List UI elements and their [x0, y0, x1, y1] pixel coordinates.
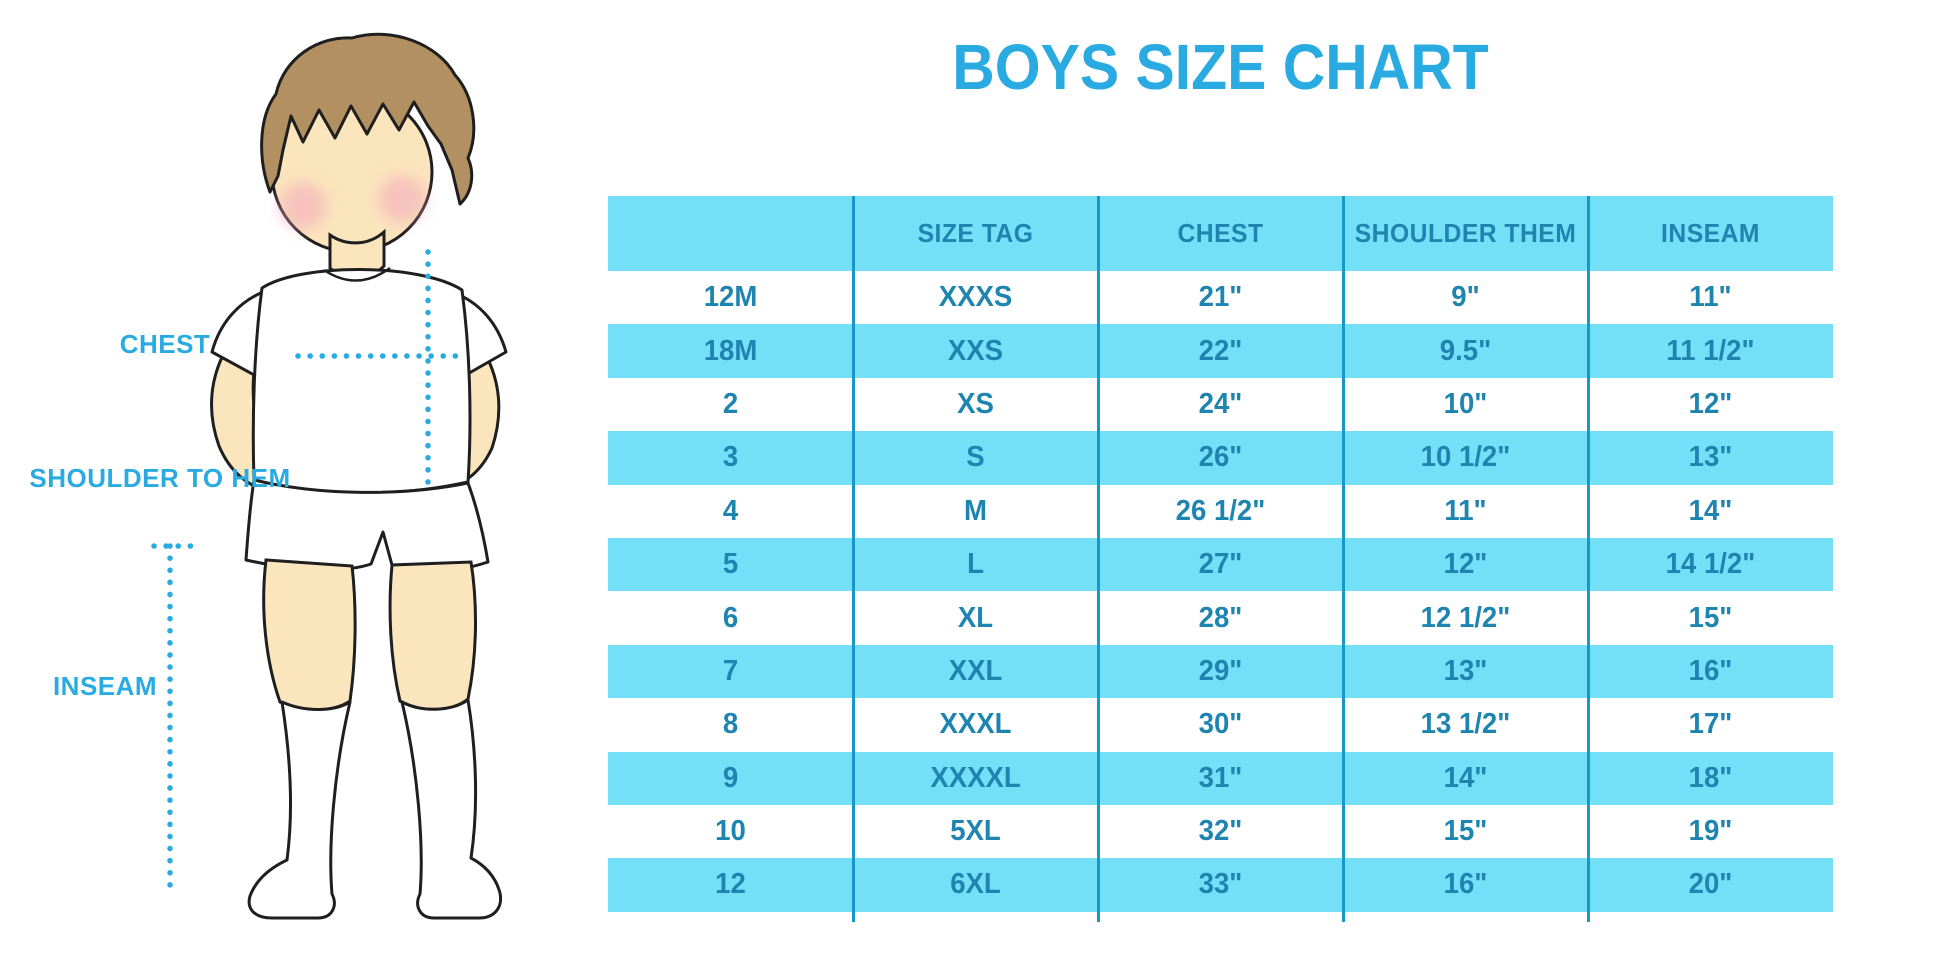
header-cell: SIZE TAG [917, 218, 1034, 248]
page-title: BOYS SIZE CHART [952, 31, 1489, 103]
table-cell: 4 [722, 494, 739, 527]
size-table-body: 12M XXXS 21" 9" 11" 18M XXS 22" 9.5" 11 1/2" 2 XS 24… [608, 271, 1833, 912]
table-cell: XXXXL [930, 761, 1021, 794]
table-row: 9 XXXXL 31" 14" 18" [608, 751, 1833, 805]
table-cell: 14 1/2" [1665, 548, 1756, 581]
table-cell: 32" [1198, 815, 1243, 848]
table-cell: 33" [1198, 868, 1243, 901]
table-row: 6 XL 28" 12 1/2" 15" [608, 591, 1833, 644]
table-cell: 29" [1198, 654, 1243, 687]
table-cell: 15" [1443, 815, 1488, 848]
table-cell: 2 [722, 387, 739, 420]
table-cell: XS [957, 387, 994, 420]
table-cell: 28" [1198, 601, 1243, 634]
table-cell: XXS [947, 334, 1004, 367]
table-cell: 15" [1688, 601, 1733, 634]
table-cell: 18M [703, 334, 758, 367]
cheek-blush [378, 175, 426, 223]
table-cell: 16" [1443, 868, 1488, 901]
table-cell: 9.5" [1439, 334, 1492, 367]
socks [247, 698, 503, 920]
header-cell: SHOULDER THEM [1354, 218, 1577, 248]
table-cell: 13 1/2" [1420, 708, 1511, 741]
table-cell: XXXS [938, 281, 1013, 314]
table-cell: 14" [1688, 494, 1733, 527]
table-cell: 3 [722, 441, 739, 474]
table-cell: 17" [1688, 708, 1733, 741]
table-cell: XL [957, 601, 994, 634]
table-row: 10 5XL 32" 15" 19" [608, 805, 1833, 858]
cheek-blush [279, 182, 327, 230]
table-row: 12 6XL 33" 16" 20" [608, 858, 1833, 912]
table-cell: 12" [1443, 548, 1488, 581]
table-cell: 11" [1689, 281, 1732, 314]
table-cell: 9" [1451, 281, 1480, 314]
table-cell: 11" [1444, 494, 1487, 527]
table-cell: L [967, 548, 984, 581]
column-divider-line [1587, 196, 1590, 922]
table-row: 12M XXXS 21" 9" 11" [608, 271, 1833, 324]
table-cell: 14" [1443, 761, 1488, 794]
table-cell: 24" [1198, 387, 1243, 420]
table-row: 18M XXS 22" 9.5" 11 1/2" [608, 324, 1833, 378]
table-cell: 12" [1688, 387, 1733, 420]
header-cell: INSEAM [1661, 218, 1760, 248]
table-cell: 26" [1198, 441, 1243, 474]
size-table: SIZE TAG CHEST SHOULDER THEM INSEAM 12M XXXS… [608, 196, 1833, 922]
inseam-label: INSEAM [52, 671, 158, 701]
table-cell: 11 1/2" [1666, 334, 1755, 367]
hair [260, 32, 476, 206]
collar-line [323, 266, 391, 282]
table-cell: 12M [703, 281, 758, 314]
legs [262, 558, 477, 712]
table-cell: XXL [948, 654, 1003, 687]
table-cell: 31" [1198, 761, 1243, 794]
column-divider-line [1342, 196, 1345, 922]
table-row: 8 XXXL 30" 13 1/2" 17" [608, 698, 1833, 751]
table-cell: 8 [722, 708, 739, 741]
table-cell: 27" [1198, 548, 1243, 581]
table-cell: 10" [1443, 387, 1488, 420]
table-row: 4 M 26 1/2" 11" 14" [608, 485, 1833, 538]
boy-figure-illustration [151, 32, 508, 920]
table-cell: 18" [1688, 761, 1733, 794]
table-row: 3 S 26" 10 1/2" 13" [608, 431, 1833, 485]
table-cell: 5XL [950, 815, 1001, 848]
table-cell: 22" [1198, 334, 1243, 367]
table-cell: 26 1/2" [1175, 494, 1266, 527]
header-cell: CHEST [1177, 218, 1264, 248]
table-cell: 19" [1688, 815, 1733, 848]
column-divider-line [852, 196, 855, 922]
shoulder-to-hem-label: SHOULDER TO HEM [29, 463, 291, 493]
chest-label: CHEST [119, 329, 211, 359]
table-cell: 6XL [950, 868, 1001, 901]
table-cell: 30" [1198, 708, 1243, 741]
table-cell: 13" [1443, 654, 1488, 687]
table-cell: 20" [1688, 868, 1733, 901]
table-row: 5 L 27" 12" 14 1/2" [608, 537, 1833, 592]
table-cell: 12 [715, 868, 746, 901]
table-header-row: SIZE TAG CHEST SHOULDER THEM INSEAM [608, 196, 1833, 271]
table-cell: 6 [722, 601, 739, 634]
table-cell: 13" [1688, 441, 1733, 474]
table-row: 2 XS 24" 10" 12" [608, 378, 1833, 431]
table-cell: 10 [715, 815, 746, 848]
table-cell: 9 [722, 761, 739, 794]
t-shirt [210, 266, 508, 495]
table-cell: 7 [722, 654, 739, 687]
table-cell: 12 1/2" [1420, 601, 1511, 634]
face [270, 90, 434, 254]
table-cell: M [964, 494, 987, 527]
column-divider-line [1097, 196, 1100, 922]
table-row: 7 XXL 29" 13" 16" [608, 644, 1833, 699]
table-cell: S [966, 441, 985, 474]
table-cell: 21" [1198, 281, 1243, 314]
table-cell: 16" [1688, 654, 1733, 687]
table-cell: XXXL [939, 708, 1012, 741]
table-cell: 5 [722, 548, 739, 581]
table-cell: 10 1/2" [1420, 441, 1511, 474]
